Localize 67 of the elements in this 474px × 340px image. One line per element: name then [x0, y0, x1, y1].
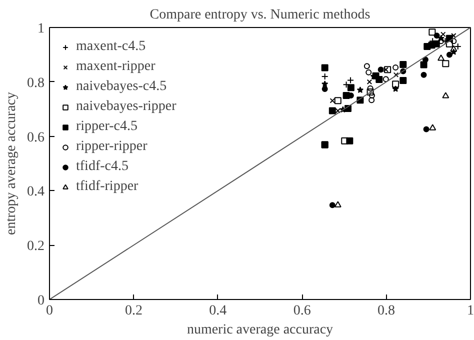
point — [368, 92, 375, 98]
legend-label: tfidf-c4.5 — [76, 159, 128, 175]
point — [392, 64, 399, 70]
point — [334, 97, 342, 104]
point — [321, 64, 328, 72]
legend-label: tfidf-ripper — [76, 179, 138, 195]
point — [440, 32, 446, 37]
point — [366, 79, 372, 85]
point — [367, 85, 374, 92]
point — [364, 63, 370, 70]
point — [434, 32, 440, 39]
point — [420, 61, 428, 68]
point — [446, 40, 453, 48]
point — [335, 108, 341, 114]
legend-label: ripper-c4.5 — [76, 119, 138, 135]
point — [347, 84, 354, 92]
point — [368, 97, 375, 104]
point — [329, 202, 336, 208]
y-tick-label: 1 — [38, 22, 44, 36]
y-tick-label: 0.2 — [27, 239, 44, 254]
point — [366, 69, 372, 76]
point — [366, 88, 374, 96]
point — [341, 137, 348, 144]
point — [400, 60, 407, 68]
x-tick-label: 1 — [467, 304, 474, 318]
point — [346, 137, 354, 144]
point — [393, 72, 399, 78]
point — [450, 45, 458, 52]
y-tick-label: 0.8 — [27, 76, 44, 91]
legend-label: maxent-c4.5 — [76, 39, 146, 55]
legend-label: naivebayes-ripper — [76, 99, 176, 115]
point — [438, 54, 445, 61]
x-tick-label: 0.6 — [293, 304, 311, 318]
point — [376, 76, 383, 83]
chart-title: Compare entropy vs. Numeric methods — [150, 8, 370, 22]
legend-label: ripper-ripper — [76, 139, 148, 155]
point — [328, 107, 336, 114]
point — [356, 86, 364, 93]
x-tick-label: 0.2 — [124, 304, 142, 318]
x-tick-label: 0.4 — [209, 304, 227, 318]
point — [450, 38, 457, 44]
point — [429, 124, 436, 130]
point — [442, 92, 450, 98]
point — [423, 126, 430, 132]
point — [334, 201, 342, 208]
point — [420, 72, 427, 78]
point — [378, 66, 384, 73]
legend-label: maxent-ripper — [76, 59, 156, 75]
y-tick-label: 0.6 — [27, 130, 44, 146]
point — [321, 80, 328, 88]
point — [384, 66, 392, 74]
point — [392, 80, 400, 88]
y-axis-title: entropy average accuracy — [4, 92, 19, 236]
x-axis-title: numeric average accuracy — [186, 322, 334, 338]
y-tick-label: 0 — [38, 294, 44, 308]
point — [428, 28, 436, 36]
legend-label: naivebayes-c4.5 — [76, 79, 167, 95]
y-tick-label: 0.4 — [27, 184, 44, 200]
point — [446, 52, 452, 58]
point — [383, 67, 388, 72]
point — [451, 33, 456, 38]
point — [442, 60, 450, 68]
point — [400, 77, 407, 84]
point — [432, 40, 440, 48]
point — [382, 76, 389, 82]
point — [322, 86, 328, 92]
x-tick-label: 0.8 — [378, 304, 396, 318]
